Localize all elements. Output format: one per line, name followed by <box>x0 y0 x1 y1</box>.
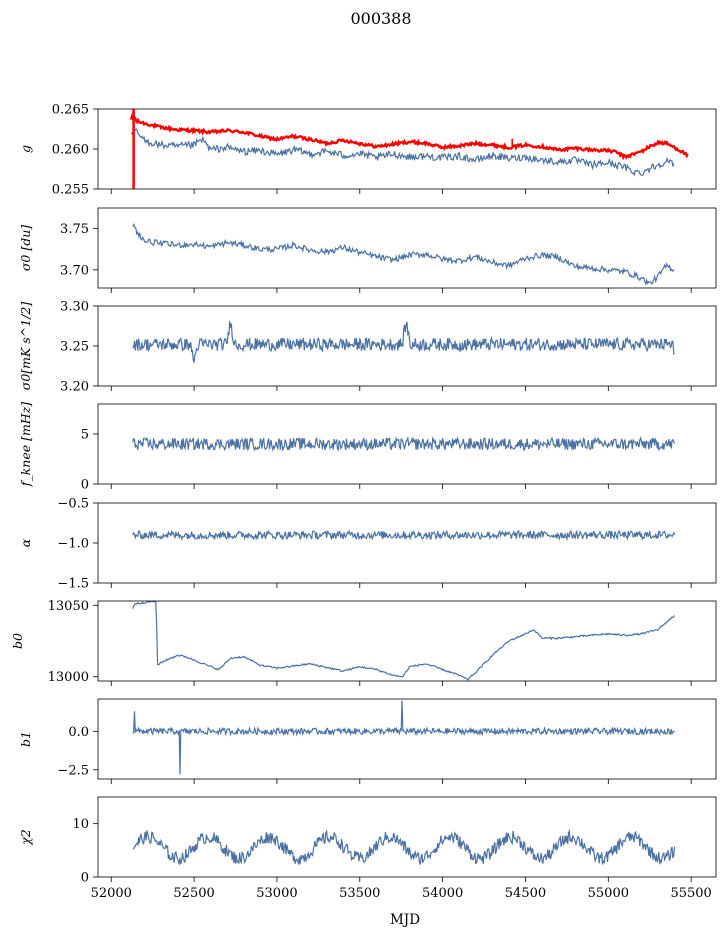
y-tick-label-4-0: −1.5 <box>57 577 89 592</box>
x-tick-label-3: 53500 <box>339 886 380 901</box>
y-tick-label-0-2: 0.265 <box>52 103 89 118</box>
axes-frame-3 <box>97 403 717 485</box>
y-tick-label-0-1: 0.260 <box>52 143 89 158</box>
panel-6: −2.5 0.0 b1 <box>18 698 717 784</box>
y-axis-label-2: σ0[mK s^1/2] <box>18 302 33 391</box>
series-group-5 <box>132 601 676 681</box>
axes-frame-5 <box>97 600 717 682</box>
y-axis-label-4: α <box>18 538 33 547</box>
y-axis-label-6: b1 <box>18 731 33 747</box>
y-tick-label-7-0: 0 <box>81 871 89 886</box>
y-tick-label-1-1: 3.75 <box>60 222 89 237</box>
series-group-4 <box>132 529 676 542</box>
x-axis-label: MJD <box>390 912 420 928</box>
series-line-6-0 <box>132 700 676 775</box>
y-tick-label-0-0: 0.255 <box>52 183 89 198</box>
series-line-7-0 <box>132 829 676 866</box>
series-line-5-0 <box>132 601 676 681</box>
y-tick-label-7-1: 10 <box>72 817 89 832</box>
x-tick-label-6: 55000 <box>588 886 629 901</box>
y-tick-label-5-0: 13000 <box>48 670 89 685</box>
y-tick-label-6-1: 0.0 <box>68 725 89 740</box>
series-line-2-0 <box>132 321 675 364</box>
series-group-2 <box>132 321 675 364</box>
series-group-0 <box>129 109 689 189</box>
series-group-6 <box>132 700 676 775</box>
x-tick-label-4: 54000 <box>422 886 463 901</box>
y-axis-label-1: σ0 [du] <box>18 225 33 271</box>
y-tick-label-1-0: 3.70 <box>60 263 89 278</box>
y-tick-label-2-0: 3.20 <box>60 380 89 395</box>
y-tick-label-2-2: 3.30 <box>60 300 89 315</box>
x-tick-label-1: 52500 <box>173 886 214 901</box>
y-axis-label-5: b0 <box>10 633 25 649</box>
panel-4: −1.5 −1.0 −0.5 α <box>18 497 717 592</box>
y-tick-label-5-1: 13050 <box>48 599 89 614</box>
y-tick-label-2-1: 3.25 <box>60 340 89 355</box>
panel-0: 0.255 0.260 0.265 g <box>18 103 717 198</box>
y-tick-label-3-1: 5 <box>81 428 89 443</box>
series-line-4-0 <box>132 529 676 542</box>
y-tick-label-3-0: 0 <box>81 478 89 493</box>
panel-3: 0 5 f_knee [mHz] <box>18 402 717 493</box>
y-axis-label-7: χ2 <box>18 829 33 846</box>
y-tick-label-6-0: −2.5 <box>57 763 89 778</box>
axes-frame-4 <box>97 502 717 584</box>
y-axis-label-3: f_knee [mHz] <box>18 402 33 487</box>
series-group-1 <box>132 222 675 286</box>
series-group-3 <box>132 435 676 452</box>
y-tick-label-4-2: −0.5 <box>57 497 89 512</box>
axes-frame-1 <box>97 207 717 289</box>
panel-7: 0 10 52000 52500 53000 53500 54000 54500 55000 55… <box>18 796 717 901</box>
axes-frame-7 <box>97 796 717 878</box>
y-axis-label-0: g <box>18 145 33 153</box>
panel-1: 3.70 3.75 σ0 [du] <box>18 207 717 293</box>
series-line-0-1 <box>130 128 675 177</box>
panel-2: 3.20 3.25 3.30 σ0[mK s^1/2] <box>18 300 717 395</box>
x-tick-label-5: 54500 <box>505 886 546 901</box>
axes-frame-6 <box>97 698 717 780</box>
series-group-7 <box>132 829 676 866</box>
series-line-3-0 <box>132 435 676 452</box>
series-line-1-0 <box>132 222 675 286</box>
series-line-0-0 <box>129 110 689 161</box>
x-tick-label-2: 53000 <box>256 886 297 901</box>
y-tick-label-4-1: −1.0 <box>57 537 89 552</box>
x-tick-label-7: 55500 <box>670 886 711 901</box>
x-tick-label-0: 52000 <box>91 886 132 901</box>
figure-title: 000388 <box>350 9 411 28</box>
panel-5: 13000 13050 b0 <box>10 599 717 686</box>
